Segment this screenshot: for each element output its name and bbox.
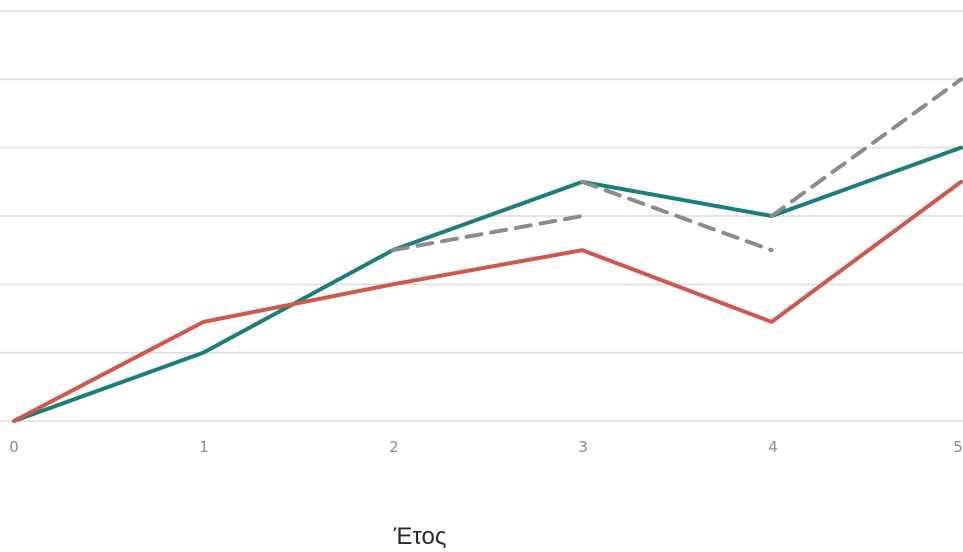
x-tick-label-0: 0 bbox=[9, 438, 19, 456]
x-tick-label-4: 4 bbox=[768, 438, 778, 456]
series-line-2 bbox=[390, 214, 585, 253]
series-line-0 bbox=[12, 145, 963, 423]
series-line-4 bbox=[769, 77, 963, 218]
x-tick-label-5: 5 bbox=[953, 438, 963, 456]
x-tick-labels: 0 1 2 3 4 5 bbox=[9, 438, 963, 456]
gridlines bbox=[0, 10, 963, 422]
series-line-1 bbox=[12, 179, 963, 423]
series-lines bbox=[12, 77, 963, 423]
x-tick-label-1: 1 bbox=[199, 438, 209, 456]
x-tick-label-2: 2 bbox=[389, 438, 399, 456]
x-axis-title: Έτος bbox=[393, 523, 447, 550]
x-tick-label-3: 3 bbox=[578, 438, 588, 456]
series-line-3 bbox=[580, 179, 774, 253]
